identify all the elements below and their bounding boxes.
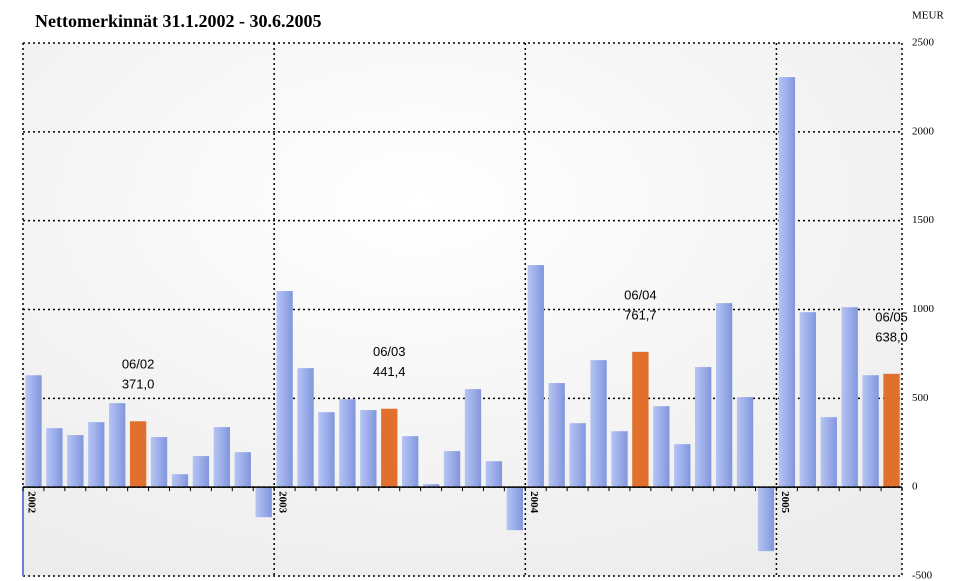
bar bbox=[381, 408, 398, 488]
y-tick-label: 1000 bbox=[912, 303, 935, 315]
y-tick-label: -500 bbox=[912, 570, 933, 581]
bar bbox=[778, 77, 796, 488]
value-label: 371,0 bbox=[122, 377, 155, 392]
bar bbox=[171, 474, 189, 488]
bar bbox=[883, 373, 900, 488]
bar bbox=[611, 431, 628, 488]
bar bbox=[485, 461, 503, 488]
bar bbox=[297, 368, 314, 488]
value-label: 441,4 bbox=[373, 364, 406, 379]
x-tick-label: 2003 bbox=[277, 491, 289, 513]
value-label: 638,0 bbox=[875, 329, 908, 344]
bar bbox=[213, 427, 230, 488]
bar bbox=[695, 367, 712, 488]
y-unit: MEUR bbox=[912, 10, 944, 22]
annotation: 06/04 bbox=[624, 287, 657, 302]
annotation: 06/05 bbox=[875, 309, 908, 324]
bar bbox=[360, 410, 377, 488]
bar bbox=[443, 451, 461, 488]
bar bbox=[862, 375, 879, 488]
bar bbox=[841, 307, 858, 488]
bar bbox=[653, 406, 670, 488]
y-tick-label: 0 bbox=[912, 481, 918, 493]
bar bbox=[820, 417, 837, 488]
bar bbox=[757, 487, 775, 552]
y-tick-label: 1500 bbox=[912, 214, 935, 226]
annotation: 06/03 bbox=[373, 344, 406, 359]
bar bbox=[569, 423, 586, 488]
y-tick-label: 500 bbox=[912, 392, 929, 404]
bar bbox=[234, 452, 251, 488]
bar bbox=[422, 484, 440, 488]
annotation: 06/02 bbox=[122, 357, 155, 372]
bar bbox=[506, 487, 523, 531]
bar bbox=[339, 399, 356, 488]
bar bbox=[402, 436, 419, 488]
bar bbox=[88, 422, 105, 488]
x-tick-label: 2005 bbox=[779, 491, 791, 513]
bar bbox=[715, 303, 733, 488]
value-label: 761,7 bbox=[624, 307, 657, 322]
bar bbox=[799, 312, 816, 488]
bar bbox=[25, 375, 42, 488]
bar bbox=[632, 351, 649, 488]
bar bbox=[276, 291, 293, 488]
bar bbox=[255, 487, 272, 518]
bar bbox=[548, 383, 565, 488]
x-tick-label: 2002 bbox=[25, 491, 37, 513]
bar bbox=[129, 421, 147, 488]
bar bbox=[192, 456, 210, 488]
bar bbox=[464, 389, 482, 488]
bar bbox=[318, 412, 335, 488]
bar bbox=[150, 437, 168, 488]
bar bbox=[109, 403, 126, 488]
y-tick-label: 2500 bbox=[912, 37, 935, 49]
bar bbox=[527, 265, 544, 488]
bar bbox=[736, 397, 754, 488]
x-tick-label: 2004 bbox=[528, 491, 540, 513]
chart-title: Nettomerkinnät 31.1.2002 - 30.6.2005 bbox=[35, 11, 321, 31]
bar bbox=[674, 444, 691, 488]
bar bbox=[590, 360, 607, 488]
bar bbox=[46, 428, 63, 488]
bar bbox=[67, 435, 84, 488]
y-tick-label: 2000 bbox=[912, 125, 935, 137]
